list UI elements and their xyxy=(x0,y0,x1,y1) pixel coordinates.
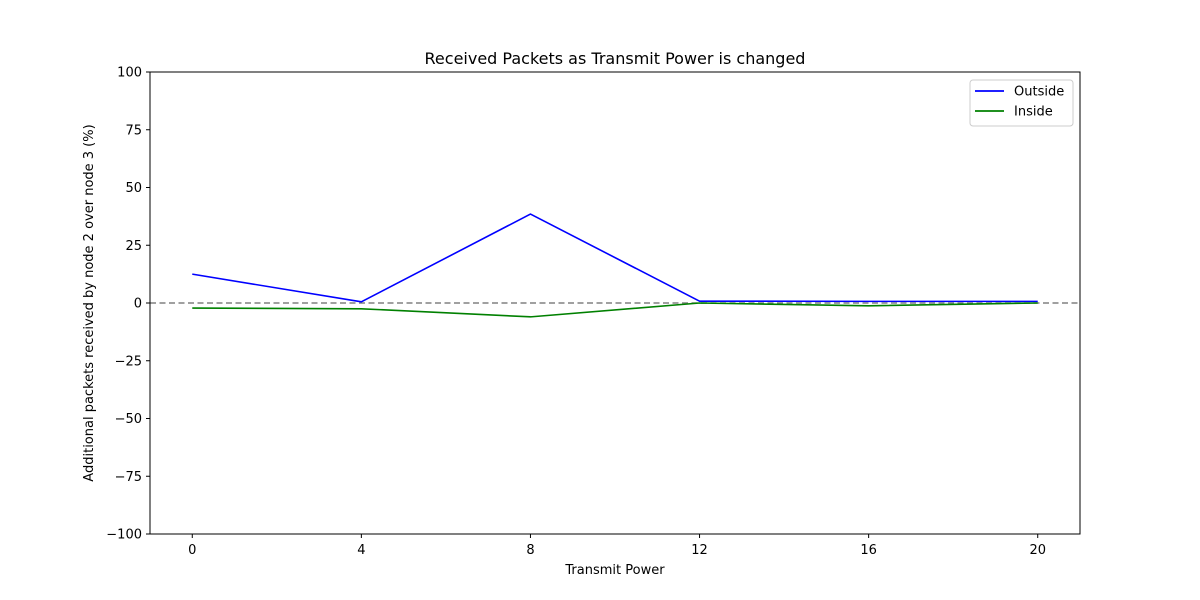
y-tick-label: 75 xyxy=(125,123,142,138)
y-tick-label: 100 xyxy=(117,66,142,81)
y-tick-label: 50 xyxy=(125,181,142,196)
x-tick-label: 12 xyxy=(691,543,708,558)
x-axis-label: Transmit Power xyxy=(564,563,665,578)
chart-title: Received Packets as Transmit Power is ch… xyxy=(425,49,806,68)
series-line-outside xyxy=(192,213,1038,303)
x-tick-label: 8 xyxy=(526,543,534,558)
y-tick-label: −75 xyxy=(115,470,142,485)
y-axis-label: Additional packets received by node 2 ov… xyxy=(82,124,97,481)
y-tick-label: −100 xyxy=(106,528,142,543)
legend: Outside Inside xyxy=(969,79,1074,127)
legend-label-outside: Outside xyxy=(1014,85,1064,100)
series-line-inside xyxy=(192,302,1038,318)
x-tick-label: 16 xyxy=(860,543,877,558)
x-tick-label: 4 xyxy=(357,543,365,558)
x-tick-label: 20 xyxy=(1029,543,1046,558)
y-tick-label: 25 xyxy=(125,239,142,254)
axes-layer: 0 4 8 12 16 20 100 75 50 25 0 −25 −50 −75 −100 xyxy=(106,66,1081,558)
series-layer xyxy=(192,213,1038,318)
legend-label-inside: Inside xyxy=(1014,105,1053,120)
x-tick-label: 0 xyxy=(188,543,196,558)
y-tick-label: −50 xyxy=(115,412,142,427)
y-tick-label: 0 xyxy=(134,297,142,312)
y-tick-label: −25 xyxy=(115,354,142,369)
